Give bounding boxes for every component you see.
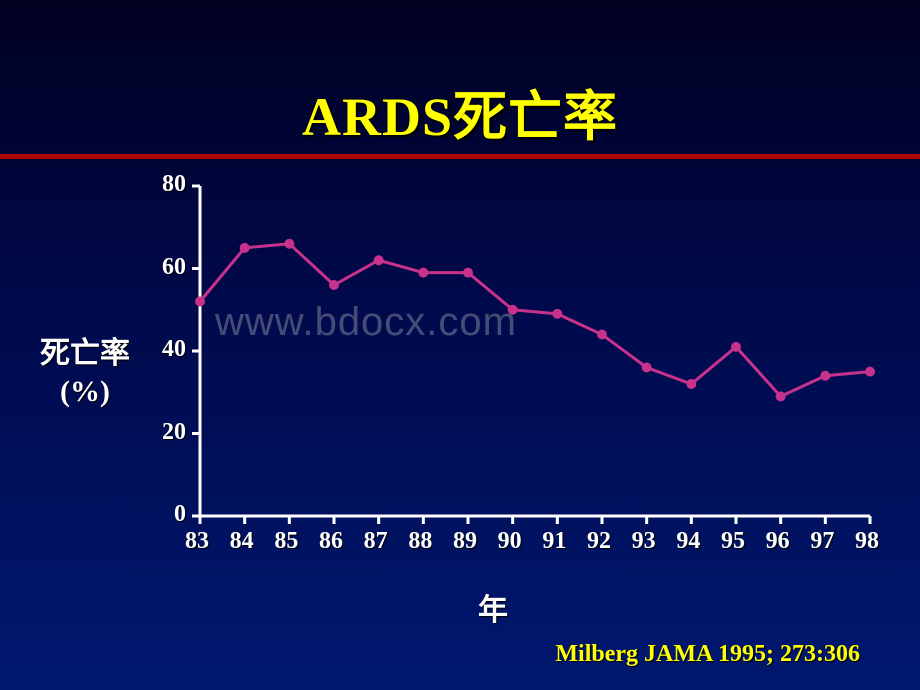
x-tick-label: 86: [319, 528, 343, 555]
mortality-chart: [150, 176, 890, 576]
data-marker: [821, 371, 830, 380]
x-axis-label: 年: [478, 585, 508, 629]
y-tick-label: 60: [162, 254, 186, 281]
y-tick-label: 20: [162, 419, 186, 446]
data-marker: [374, 256, 383, 265]
y-axis-label-line1: 死亡率: [40, 337, 130, 370]
x-tick-label: 88: [408, 528, 432, 555]
y-tick-label: 0: [174, 501, 186, 528]
x-tick-label: 92: [587, 528, 611, 555]
data-marker: [598, 330, 607, 339]
data-marker: [196, 297, 205, 306]
citation: Milberg JAMA 1995; 273:306: [555, 641, 860, 668]
data-marker: [419, 268, 428, 277]
x-tick-label: 85: [274, 528, 298, 555]
x-tick-label: 93: [632, 528, 656, 555]
data-marker: [508, 305, 517, 314]
data-line: [200, 244, 870, 397]
data-marker: [285, 239, 294, 248]
title-rule: [0, 154, 920, 159]
x-tick-label: 98: [855, 528, 879, 555]
data-marker: [553, 309, 562, 318]
y-tick-label: 40: [162, 336, 186, 363]
y-axis-label-line2: (%): [60, 375, 110, 408]
x-tick-label: 89: [453, 528, 477, 555]
data-marker: [464, 268, 473, 277]
x-tick-label: 87: [364, 528, 388, 555]
x-tick-label: 94: [676, 528, 700, 555]
x-tick-label: 95: [721, 528, 745, 555]
data-marker: [240, 243, 249, 252]
y-axis-label: 死亡率 (%): [20, 335, 150, 410]
x-tick-label: 84: [230, 528, 254, 555]
x-tick-label: 91: [542, 528, 566, 555]
slide-title: ARDS死亡率: [0, 72, 920, 151]
x-tick-label: 90: [498, 528, 522, 555]
data-marker: [732, 342, 741, 351]
data-marker: [866, 367, 875, 376]
x-tick-label: 83: [185, 528, 209, 555]
data-marker: [642, 363, 651, 372]
x-tick-label: 96: [766, 528, 790, 555]
slide: { "title": "ARDS死亡率", "ylabel_line1": "死…: [0, 0, 920, 690]
data-marker: [776, 392, 785, 401]
y-tick-label: 80: [162, 171, 186, 198]
data-marker: [330, 281, 339, 290]
data-marker: [687, 380, 696, 389]
x-tick-label: 97: [810, 528, 834, 555]
